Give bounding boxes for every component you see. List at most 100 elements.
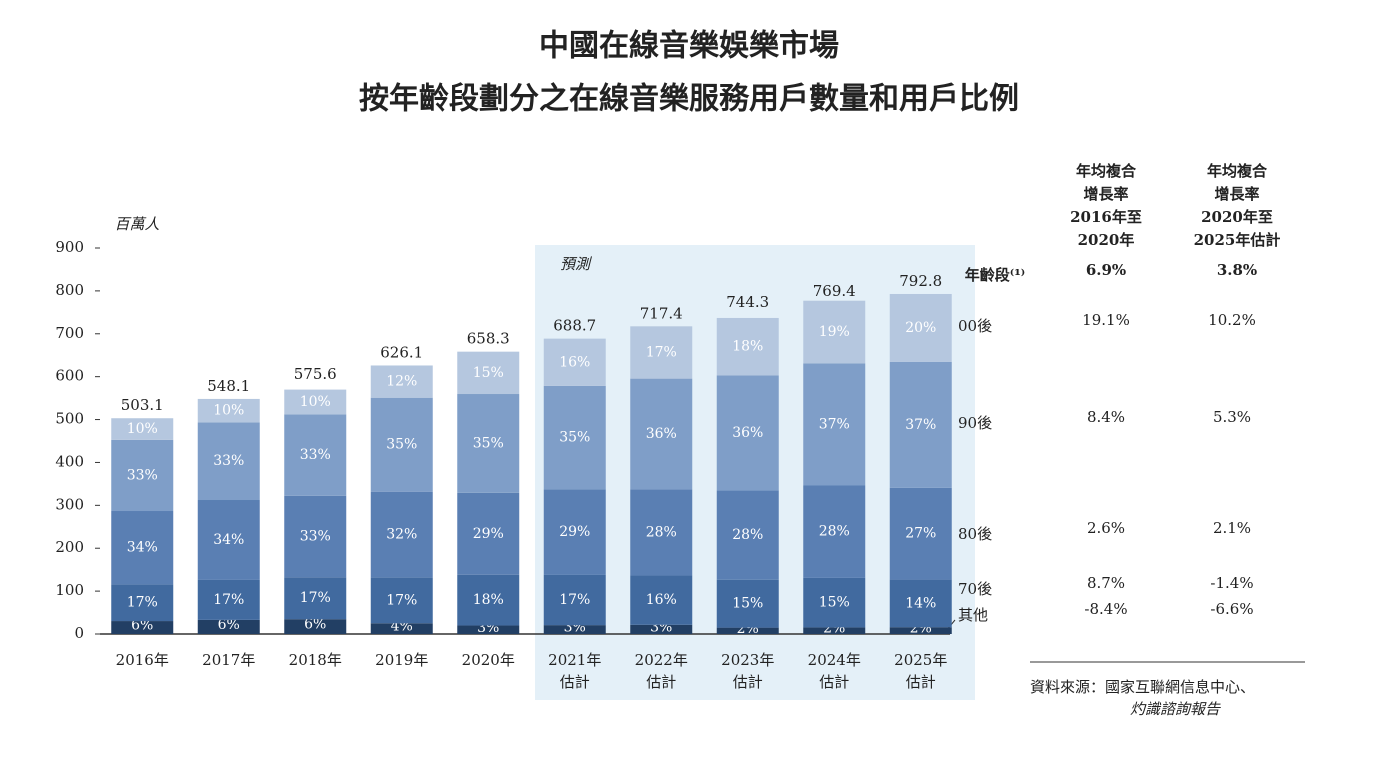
bar-segment [457,492,520,575]
total-label: 548.1 [207,377,250,395]
value-label: 32% [386,527,417,543]
value-label: 29% [473,526,504,542]
y-tick-label: 0 [74,624,84,642]
value-label: 27% [905,526,936,542]
bar-segment [889,293,952,362]
value-label: 20% [905,320,936,336]
value-label: 10% [213,403,244,419]
legend-label: 其他 [958,606,988,624]
cagr-value: -1.4% [1210,574,1253,592]
value-label: 10% [300,394,331,410]
cagr-value: 5.3% [1213,408,1251,426]
cagr-header: 年均複合 [1207,162,1268,180]
x-tick-label: 估計 [646,673,676,691]
value-label: 17% [127,595,158,611]
cagr-header: 增長率 [1214,185,1259,203]
bar-segment [889,361,952,488]
bar-segment [716,627,779,634]
cagr-total: 6.9% [1086,261,1126,279]
bar-segment [370,397,433,492]
y-axis-label: 百萬人 [114,215,159,233]
total-label: 626.1 [380,343,423,361]
cagr-value: 2.6% [1087,519,1125,537]
bar-segment [457,574,520,626]
value-label: 18% [473,592,504,608]
bar-segment [803,577,866,628]
source: 資料來源：國家互聯網信息中心、 [1030,678,1255,696]
bar-segment [543,574,606,626]
x-tick-label: 2019年 [375,651,428,669]
value-label: 36% [732,425,763,441]
value-label: 16% [646,592,677,608]
value-label: 28% [646,524,677,540]
value-label: 16% [559,354,590,370]
total-label: 658.3 [467,330,510,348]
bar-segment [716,317,779,376]
bar-segment [370,577,433,624]
age-header: 年齡段⁽¹⁾ [965,266,1026,284]
bar-segment [284,495,347,578]
total-label: 503.1 [121,396,164,414]
value-label: 33% [300,447,331,463]
x-tick-label: 2025年 [894,651,947,669]
total-label: 717.4 [640,304,683,322]
value-label: 28% [732,527,763,543]
value-label: 35% [386,437,417,453]
value-label: 19% [819,324,850,340]
total-label: 769.4 [813,282,856,300]
x-tick-label: 估計 [906,673,936,691]
x-tick-label: 2021年 [548,651,601,669]
x-tick-label: 2017年 [202,651,255,669]
bar-segment [630,378,693,490]
value-label: 28% [819,524,850,540]
x-tick-label: 2024年 [808,651,861,669]
cagr-value: -8.4% [1084,600,1127,618]
total-label: 792.8 [899,272,942,290]
y-tick-label: 100 [55,581,84,599]
y-tick-label: 400 [55,452,84,470]
y-tick-label: 600 [55,367,84,385]
bar-segment [370,491,433,578]
value-label: 12% [386,374,417,390]
cagr-value: 8.4% [1087,408,1125,426]
bar-segment [716,490,779,580]
value-label: 37% [819,416,850,432]
value-label: 17% [300,590,331,606]
value-label: 37% [905,417,936,433]
bar-segment [803,485,866,578]
x-tick-label: 2018年 [289,651,342,669]
value-label: 34% [127,540,158,556]
y-tick-label: 800 [55,281,84,299]
value-label: 29% [559,524,590,540]
bar-segment [630,624,693,634]
legend-label: 00後 [958,317,992,335]
bar-segment [370,365,433,398]
x-tick-label: 2023年 [721,651,774,669]
bar-segment [111,511,174,585]
value-label: 15% [473,365,504,381]
value-label: 15% [819,595,850,611]
bar-segment [457,394,520,493]
bar-segment [370,623,433,634]
value-label: 15% [732,596,763,612]
legend-label: 80後 [958,525,992,543]
bar-segment [889,487,952,580]
cagr-value: 2.1% [1213,519,1251,537]
value-label: 6% [304,617,326,633]
value-label: 35% [473,435,504,451]
y-tick-label: 500 [55,410,84,428]
x-tick-label: 2022年 [635,651,688,669]
cagr-header: 2016年至 [1070,208,1142,226]
cagr-value: 19.1% [1082,311,1130,329]
y-tick-label: 200 [55,538,84,556]
bar-segment [889,627,952,634]
bar-segment [543,489,606,575]
value-label: 6% [218,617,240,633]
y-tick-label: 700 [55,324,84,342]
bar-segment [284,577,347,620]
value-label: 10% [127,421,158,437]
value-label: 17% [646,344,677,360]
cagr-header: 增長率 [1083,185,1128,203]
x-tick-label: 2020年 [462,651,515,669]
value-label: 6% [131,618,153,634]
